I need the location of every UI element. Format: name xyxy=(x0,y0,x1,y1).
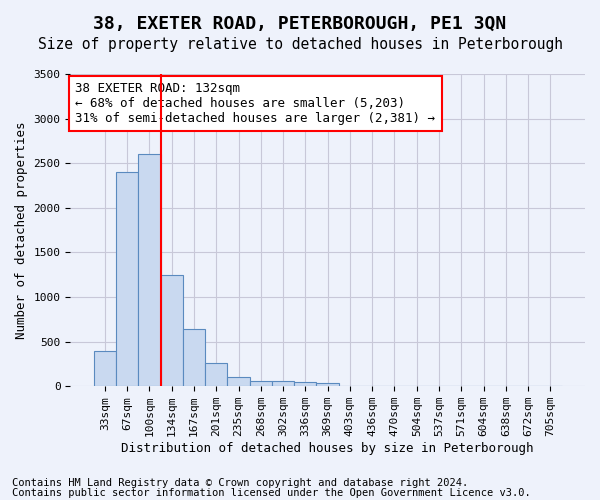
Text: Contains public sector information licensed under the Open Government Licence v3: Contains public sector information licen… xyxy=(12,488,531,498)
Text: 38 EXETER ROAD: 132sqm
← 68% of detached houses are smaller (5,203)
31% of semi-: 38 EXETER ROAD: 132sqm ← 68% of detached… xyxy=(76,82,436,125)
X-axis label: Distribution of detached houses by size in Peterborough: Distribution of detached houses by size … xyxy=(121,442,534,455)
Bar xyxy=(161,274,183,386)
Text: Size of property relative to detached houses in Peterborough: Size of property relative to detached ho… xyxy=(37,38,563,52)
Bar xyxy=(272,381,294,386)
Bar xyxy=(183,329,205,386)
Bar xyxy=(227,378,250,386)
Bar xyxy=(138,154,161,386)
Bar xyxy=(250,381,272,386)
Bar xyxy=(316,382,339,386)
Bar xyxy=(94,352,116,386)
Y-axis label: Number of detached properties: Number of detached properties xyxy=(15,122,28,339)
Bar xyxy=(205,363,227,386)
Bar xyxy=(294,382,316,386)
Text: 38, EXETER ROAD, PETERBOROUGH, PE1 3QN: 38, EXETER ROAD, PETERBOROUGH, PE1 3QN xyxy=(94,15,506,33)
Text: Contains HM Land Registry data © Crown copyright and database right 2024.: Contains HM Land Registry data © Crown c… xyxy=(12,478,468,488)
Bar xyxy=(116,172,138,386)
